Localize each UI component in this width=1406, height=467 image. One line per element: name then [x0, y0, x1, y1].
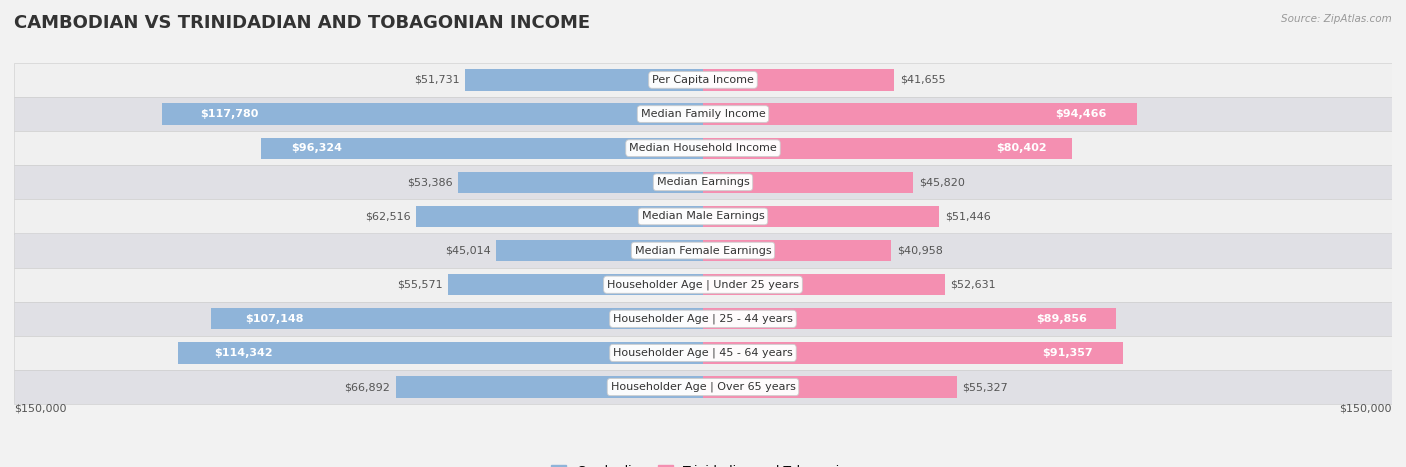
Bar [458, 172, 703, 193]
Bar [703, 342, 1122, 363]
Bar [703, 376, 957, 398]
Text: $150,000: $150,000 [14, 403, 66, 413]
Bar [14, 131, 1392, 165]
Bar [703, 69, 894, 91]
Text: $94,466: $94,466 [1054, 109, 1107, 119]
Text: $150,000: $150,000 [1340, 403, 1392, 413]
Bar [703, 240, 891, 261]
Text: $40,958: $40,958 [897, 246, 942, 255]
Bar [703, 274, 945, 295]
Bar [447, 274, 703, 295]
Bar [14, 165, 1392, 199]
Text: $114,342: $114,342 [215, 348, 273, 358]
Text: $117,780: $117,780 [200, 109, 259, 119]
Text: $53,386: $53,386 [406, 177, 453, 187]
Text: $55,571: $55,571 [396, 280, 443, 290]
Text: $107,148: $107,148 [245, 314, 304, 324]
Text: Source: ZipAtlas.com: Source: ZipAtlas.com [1281, 14, 1392, 24]
Text: $96,324: $96,324 [291, 143, 343, 153]
Legend: Cambodian, Trinidadian and Tobagonian: Cambodian, Trinidadian and Tobagonian [547, 460, 859, 467]
Bar [703, 206, 939, 227]
Bar [14, 234, 1392, 268]
Text: Householder Age | 45 - 64 years: Householder Age | 45 - 64 years [613, 348, 793, 358]
Bar [14, 199, 1392, 234]
Bar [703, 172, 914, 193]
Bar [465, 69, 703, 91]
Text: Median Male Earnings: Median Male Earnings [641, 212, 765, 221]
Text: $55,327: $55,327 [963, 382, 1008, 392]
Bar [14, 302, 1392, 336]
Text: Median Earnings: Median Earnings [657, 177, 749, 187]
Text: $51,446: $51,446 [945, 212, 991, 221]
Text: $66,892: $66,892 [344, 382, 391, 392]
Text: $89,856: $89,856 [1036, 314, 1087, 324]
Text: $91,357: $91,357 [1043, 348, 1094, 358]
Bar [416, 206, 703, 227]
Bar [14, 370, 1392, 404]
Text: $62,516: $62,516 [364, 212, 411, 221]
Bar [177, 342, 703, 363]
Bar [162, 104, 703, 125]
Bar [703, 104, 1137, 125]
Text: Householder Age | 25 - 44 years: Householder Age | 25 - 44 years [613, 313, 793, 324]
Bar [703, 138, 1073, 159]
Bar [14, 97, 1392, 131]
Text: Householder Age | Under 25 years: Householder Age | Under 25 years [607, 279, 799, 290]
Bar [14, 63, 1392, 97]
Bar [14, 268, 1392, 302]
Text: Per Capita Income: Per Capita Income [652, 75, 754, 85]
Text: Median Household Income: Median Household Income [628, 143, 778, 153]
Text: Median Family Income: Median Family Income [641, 109, 765, 119]
Bar [395, 376, 703, 398]
Text: Householder Age | Over 65 years: Householder Age | Over 65 years [610, 382, 796, 392]
Bar [260, 138, 703, 159]
Text: $45,820: $45,820 [920, 177, 965, 187]
Text: $51,731: $51,731 [415, 75, 460, 85]
Bar [703, 308, 1116, 329]
Text: $45,014: $45,014 [444, 246, 491, 255]
Text: $80,402: $80,402 [995, 143, 1046, 153]
Bar [14, 336, 1392, 370]
Text: $52,631: $52,631 [950, 280, 995, 290]
Text: $41,655: $41,655 [900, 75, 945, 85]
Bar [496, 240, 703, 261]
Text: CAMBODIAN VS TRINIDADIAN AND TOBAGONIAN INCOME: CAMBODIAN VS TRINIDADIAN AND TOBAGONIAN … [14, 14, 591, 32]
Bar [211, 308, 703, 329]
Text: Median Female Earnings: Median Female Earnings [634, 246, 772, 255]
